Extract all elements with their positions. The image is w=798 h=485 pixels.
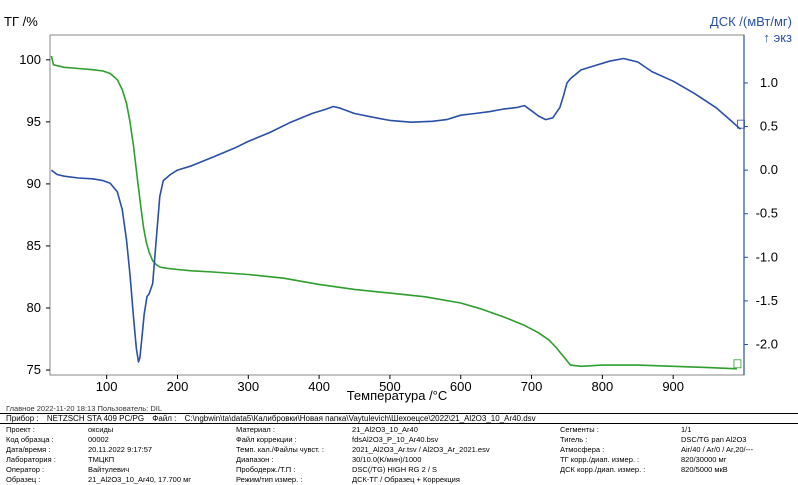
info-label: Прободерж./Т.П : — [236, 465, 296, 474]
x-tick-label: 600 — [450, 379, 472, 394]
info-label: Атмосфера : — [560, 445, 605, 454]
file-label: Файл : — [152, 414, 177, 423]
info-value: ТМЦКП — [88, 455, 115, 464]
dsc-curve — [50, 57, 742, 363]
info-value: fdsAl2O3_P_10_Ar40.bsv — [352, 435, 439, 444]
x-tick-label: 800 — [592, 379, 614, 394]
right-axis-label: ДСК /(мВт/мг) — [710, 14, 792, 29]
left-tick-label: 90 — [27, 176, 41, 191]
x-tick-label: 300 — [237, 379, 259, 394]
divider — [0, 423, 798, 424]
info-value: 1/1 — [681, 425, 692, 434]
measurement-info-panel: Главное 2022-11-20 18:13 Пользователь: D… — [0, 404, 798, 485]
info-value: 30/10.0(K/мин)/1000 — [352, 455, 422, 464]
info-value: 820/30000 мг — [681, 455, 727, 464]
info-label: Режим/тип измер. : — [236, 475, 303, 484]
info-label: Темп. кал./Файлы чувст. : — [236, 445, 324, 454]
info-label: Сегменты : — [560, 425, 599, 434]
x-tick-label: 100 — [96, 379, 118, 394]
info-value: 20.11.2022 9:17:57 — [88, 445, 153, 454]
info-value: DSC(/TG) HIGH RG 2 / S — [352, 465, 438, 474]
x-tick-label: 500 — [379, 379, 401, 394]
x-tick-label: 900 — [662, 379, 684, 394]
info-label: ТГ корр./диап. измер. : — [560, 455, 640, 464]
info-value: оксиды — [88, 425, 114, 434]
info-label: Диапазон : — [236, 455, 274, 464]
right-tick-label: 0.0 — [760, 162, 778, 177]
divider — [0, 413, 798, 414]
right-tick-label: -1.0 — [756, 249, 778, 264]
left-axis-label: ТГ /% — [4, 14, 38, 29]
device-label: Прибор : — [6, 414, 39, 423]
left-tick-label: 100 — [19, 52, 41, 67]
info-label: Материал : — [236, 425, 275, 434]
info-label: Образец : — [6, 475, 41, 484]
right-axis-sublabel: ↑ экз — [763, 30, 792, 45]
info-label: Код образца : — [6, 435, 54, 444]
x-axis-ticks: 100 200 300 400 500 600 700 800 900 — [96, 375, 684, 394]
left-tick-label: 75 — [27, 362, 41, 377]
info-label: Тигель : — [560, 435, 588, 444]
left-tick-label: 80 — [27, 300, 41, 315]
info-value: 00002 — [88, 435, 109, 444]
tga-dsc-chart: 100 200 300 400 500 600 700 800 900 75 80 85 90 95 10… — [4, 14, 792, 403]
device-file-line: Прибор : NETZSCH STA 409 PC/PG Файл : C:… — [6, 414, 542, 423]
device-value: NETZSCH STA 409 PC/PG — [46, 414, 145, 423]
info-label: ДСК корр./диап. измер. : — [560, 465, 646, 474]
info-value: Air/40 / Ar/0 / Ar,20/--- — [681, 445, 754, 454]
info-label: Оператор : — [6, 465, 45, 474]
file-value: C:\ngbwin\ta\data5\Калибровки\Новая папк… — [184, 414, 536, 423]
tg-end-marker — [733, 359, 742, 369]
dsc-end-marker — [737, 119, 745, 129]
x-tick-label: 200 — [167, 379, 189, 394]
info-value: Вайтулевич — [88, 465, 130, 474]
series-lines — [50, 55, 745, 370]
right-tick-label: 1.0 — [760, 75, 778, 90]
right-tick-label: 0.5 — [760, 119, 778, 134]
right-axis-ticks: 1.0 0.5 0.0 -0.5 -1.0 -1.5 -2.0 — [744, 75, 778, 351]
left-axis-ticks: 75 80 85 90 95 100 — [19, 52, 50, 377]
meta-line: Главное 2022-11-20 18:13 Пользователь: D… — [6, 404, 162, 413]
info-value: DSC/TG pan Al2O3 — [681, 435, 747, 444]
info-value: 21_Al2O3_10_Ar40 — [352, 425, 418, 434]
info-label: Проект : — [6, 425, 35, 434]
info-value: 2021_Al2O3_Ar.tsv / Al2O3_Ar_2021.esv — [352, 445, 490, 454]
info-value: 820/5000 мкВ — [681, 465, 728, 474]
x-axis-label: Температура /°C — [347, 388, 448, 403]
info-label: Дата/время : — [6, 445, 51, 454]
left-tick-label: 95 — [27, 114, 41, 129]
x-tick-label: 400 — [308, 379, 330, 394]
plot-frame — [49, 34, 745, 376]
info-value: 21_Al2O3_10_Ar40, 17.700 мг — [88, 475, 191, 484]
right-tick-label: -0.5 — [756, 206, 778, 221]
tg-curve — [50, 55, 737, 370]
x-tick-label: 700 — [521, 379, 543, 394]
right-tick-label: -1.5 — [756, 293, 778, 308]
info-label: Лаборатория : — [6, 455, 56, 464]
left-tick-label: 85 — [27, 238, 41, 253]
info-value: ДСК-ТГ / Образец + Коррекция — [352, 475, 460, 484]
info-label: Файл коррекции : — [236, 435, 297, 444]
right-tick-label: -2.0 — [756, 336, 778, 351]
